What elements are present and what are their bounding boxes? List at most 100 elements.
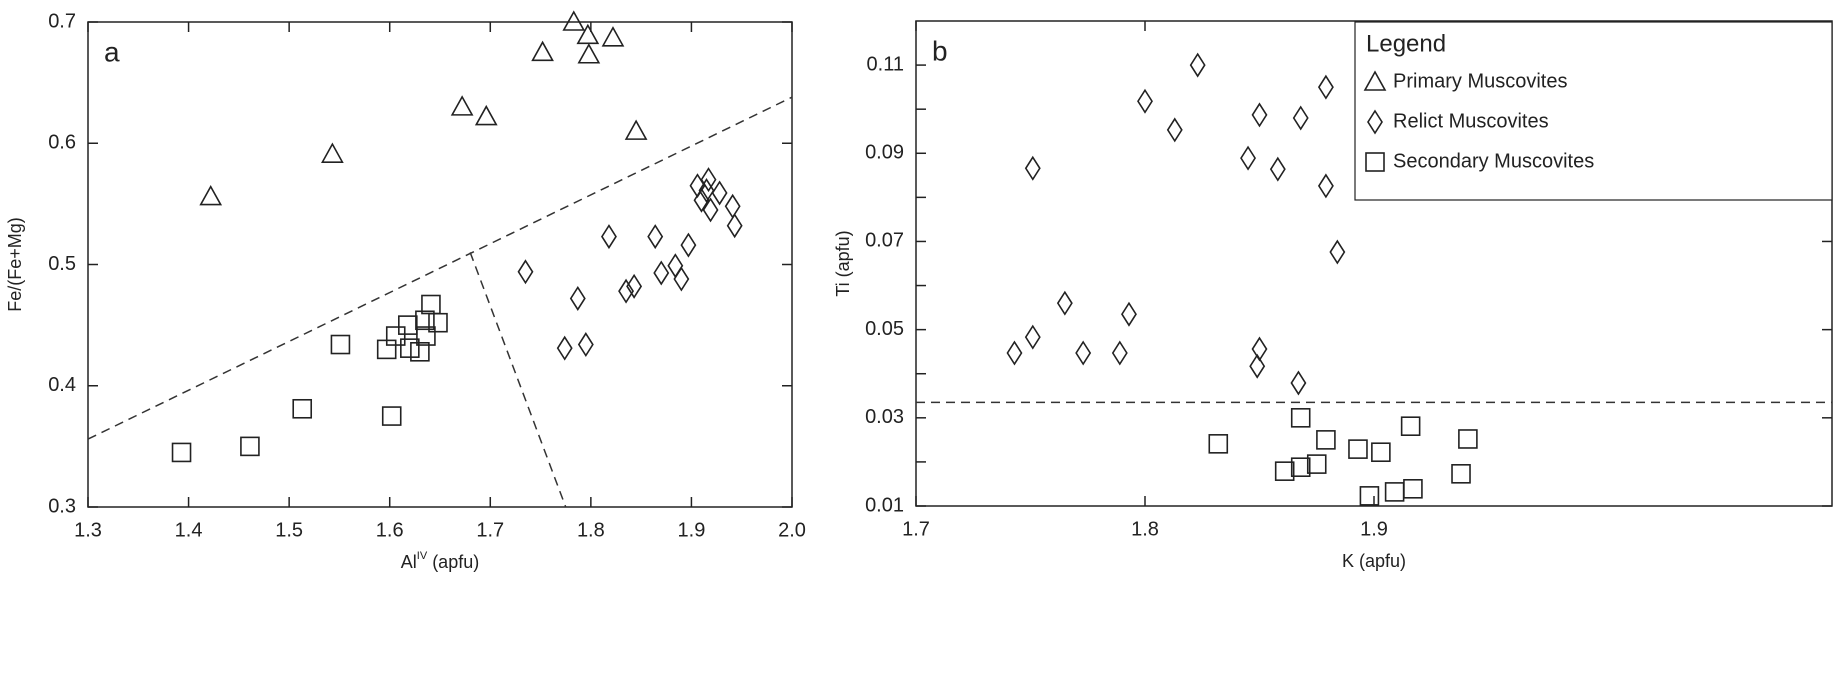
panel-label: a [104, 36, 120, 67]
point [517, 259, 534, 285]
point [1290, 370, 1307, 396]
point [1458, 429, 1478, 449]
x-axis-label: AlIV (apfu) [401, 550, 479, 572]
y-axis-label: Ti (apfu) [833, 230, 853, 296]
point [1400, 416, 1421, 436]
x-tick-label: 1.8 [1131, 518, 1159, 540]
point [1208, 434, 1229, 454]
point [171, 442, 192, 463]
legend-label: Secondary Muscovites [1393, 150, 1594, 172]
point [1024, 155, 1041, 181]
y-tick-label: 0.03 [865, 406, 904, 428]
point [1024, 324, 1041, 350]
x-axis-label-base: Al [401, 552, 417, 572]
point [1269, 156, 1286, 182]
legend-label: Primary Muscovites [1393, 70, 1567, 92]
point [702, 197, 719, 223]
point [1189, 52, 1206, 78]
point [1316, 430, 1336, 450]
point [700, 167, 717, 193]
plot-frame [87, 21, 793, 508]
point [1240, 145, 1256, 171]
x-axis-label-sup: IV [417, 550, 428, 562]
point [1006, 340, 1023, 366]
y-tick-label: 0.7 [48, 10, 76, 32]
point [577, 332, 594, 358]
x-tick-label: 2.0 [778, 519, 806, 541]
point [450, 95, 474, 116]
boundary-line [87, 96, 793, 440]
x-tick-label: 1.9 [1360, 518, 1388, 540]
point [680, 232, 697, 258]
x-tick-label: 1.4 [175, 519, 203, 541]
point [400, 338, 420, 358]
point [1306, 454, 1327, 474]
point [415, 310, 435, 331]
point [556, 335, 573, 361]
point [1075, 340, 1092, 366]
point [653, 260, 670, 286]
x-axis-label: K (apfu) [1342, 551, 1406, 571]
legend-marker [1367, 109, 1383, 135]
point [1317, 173, 1334, 199]
point [385, 326, 406, 346]
point [1166, 117, 1183, 143]
point [1292, 105, 1309, 131]
point [1111, 340, 1128, 366]
x-tick-label: 1.8 [577, 519, 605, 541]
point [1451, 464, 1471, 484]
point [576, 23, 600, 45]
point [1251, 336, 1268, 362]
point [330, 334, 351, 355]
x-tick-label: 1.7 [476, 519, 504, 541]
point [673, 266, 690, 292]
point [1290, 457, 1311, 478]
point [1348, 439, 1368, 459]
boundary-line [469, 252, 567, 508]
point [647, 224, 664, 250]
point [321, 142, 344, 163]
point [626, 273, 643, 299]
point [1384, 482, 1405, 502]
panel-label: b [932, 35, 948, 66]
point [1403, 479, 1423, 499]
y-tick-label: 0.5 [48, 253, 76, 275]
point [618, 278, 635, 304]
point [416, 326, 436, 346]
y-tick-label: 0.11 [867, 53, 904, 75]
point [1137, 88, 1153, 114]
point [1290, 408, 1311, 428]
point [1056, 290, 1073, 316]
point [569, 285, 586, 311]
point [398, 315, 418, 335]
y-tick-label: 0.07 [865, 230, 904, 252]
point [562, 10, 586, 31]
y-tick-label: 0.6 [48, 132, 76, 154]
y-tick-label: 0.05 [865, 318, 904, 340]
y-tick-label: 0.09 [865, 142, 904, 164]
x-tick-label: 1.5 [275, 519, 303, 541]
point [199, 184, 223, 206]
point [531, 40, 554, 62]
legend-title: Legend [1366, 30, 1446, 57]
legend-box [1354, 21, 1833, 201]
point [726, 213, 743, 239]
legend-label: Relict Muscovites [1393, 110, 1549, 132]
point [667, 253, 684, 279]
y-tick-label: 0.3 [48, 495, 76, 517]
y-tick-label: 0.01 [865, 494, 904, 516]
point [601, 26, 625, 47]
point [474, 104, 498, 126]
point [1371, 442, 1391, 463]
point [1274, 461, 1295, 481]
point [1359, 486, 1380, 506]
point [1317, 74, 1334, 100]
point [624, 119, 648, 140]
x-tick-label: 1.7 [902, 518, 930, 540]
point [1121, 301, 1137, 327]
point [1329, 239, 1346, 265]
x-tick-label: 1.3 [74, 519, 102, 541]
y-axis-label: Fe/(Fe+Mg) [5, 217, 25, 312]
